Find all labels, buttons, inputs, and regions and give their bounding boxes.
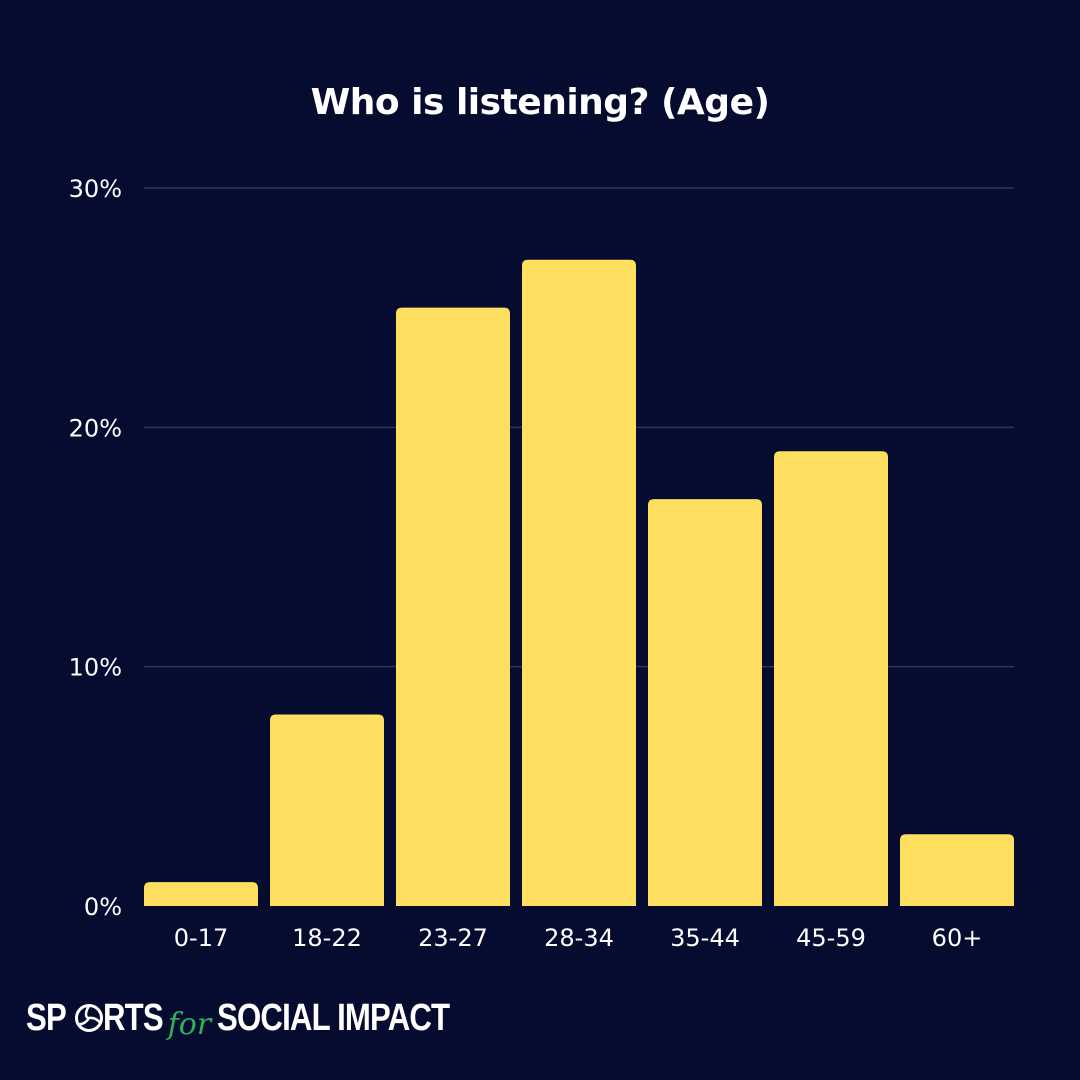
y-tick-label: 20% [69, 414, 122, 442]
y-axis-ticks: 0% 10% 20% 30% [69, 175, 122, 921]
x-tick-label: 0-17 [174, 924, 228, 952]
logo-text-social-impact: SOCIAL IMPACT [217, 996, 450, 1039]
x-tick-label: 23-27 [418, 924, 488, 952]
x-tick-label: 28-34 [544, 924, 614, 952]
x-axis-ticks: 0-17 18-22 23-27 28-34 35-44 45-59 60+ [174, 924, 983, 952]
chart-title: Who is listening? (Age) [310, 82, 770, 123]
x-tick-label: 60+ [932, 924, 983, 952]
bar-23-27 [396, 307, 510, 907]
y-tick-label: 30% [69, 175, 122, 203]
bar-chart: 0% 10% 20% 30% 0-17 18-22 23-27 28-34 35-44 45-5… [69, 175, 1014, 952]
x-tick-label: 35-44 [670, 924, 740, 952]
logo-text-sp: SP [26, 996, 67, 1039]
bars [144, 259, 1014, 907]
bar-28-34 [522, 259, 636, 906]
x-tick-label: 18-22 [292, 924, 362, 952]
bar-35-44 [648, 499, 762, 906]
logo-text-rts: RTS [102, 996, 164, 1039]
x-tick-label: 45-59 [796, 924, 866, 952]
volleyball-icon [74, 1003, 104, 1033]
bar-45-59 [774, 451, 888, 906]
brand-logo: SP RTS for SOCIAL IMPACT [26, 988, 500, 1048]
bar-0-17 [144, 882, 258, 906]
bar-18-22 [270, 714, 384, 906]
y-tick-label: 0% [84, 893, 122, 921]
bar-60+ [900, 834, 1014, 906]
y-tick-label: 10% [69, 654, 122, 682]
logo-text-for: for [167, 1006, 212, 1042]
